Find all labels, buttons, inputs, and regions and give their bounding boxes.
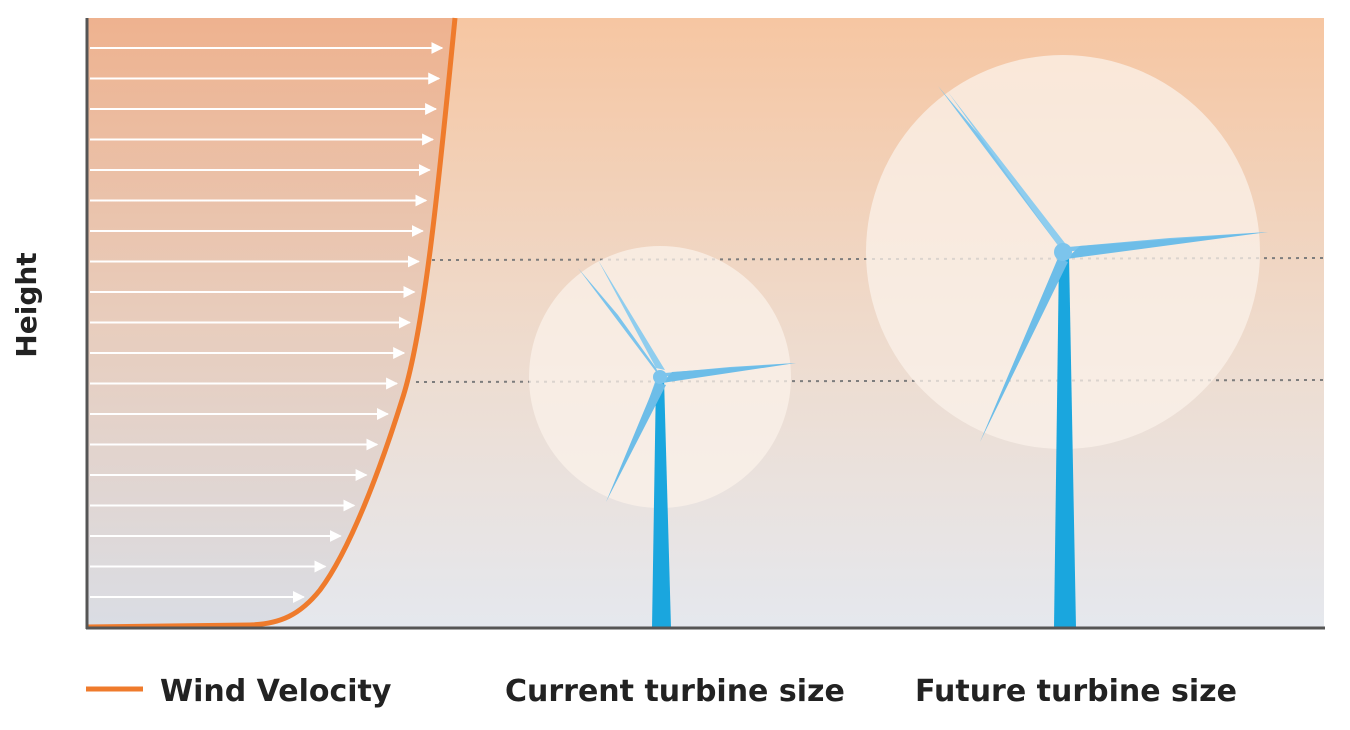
- future-turbine-blades: [938, 86, 1268, 442]
- legend: Wind Velocity Current turbine size Futur…: [86, 674, 1237, 709]
- current-turbine: [529, 246, 796, 628]
- legend-current-turbine: Current turbine size: [505, 674, 845, 709]
- current-turbine-tower: [652, 378, 671, 628]
- wind-arrows: [90, 42, 444, 603]
- current-turbine-blades: [578, 260, 796, 502]
- y-axis-label: Height: [10, 252, 43, 357]
- wind-velocity-curve: [86, 17, 458, 630]
- legend-wind-velocity: Wind Velocity: [160, 674, 392, 709]
- future-turbine-tower: [1054, 254, 1076, 628]
- future-turbine: [866, 55, 1268, 628]
- legend-future-turbine: Future turbine size: [915, 674, 1237, 709]
